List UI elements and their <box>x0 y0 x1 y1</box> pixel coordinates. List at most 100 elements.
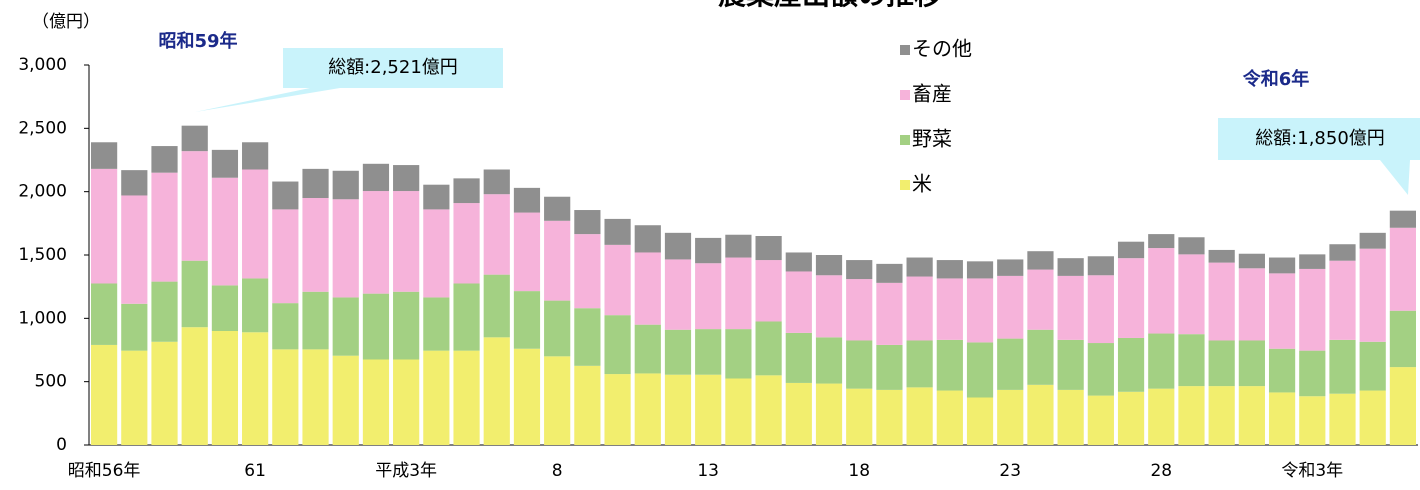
bar-segment <box>664 374 692 445</box>
bar-segment <box>604 374 631 445</box>
bar-segment <box>332 199 359 298</box>
bar-segment <box>423 297 450 351</box>
bar-segment <box>362 191 390 294</box>
bar-segment <box>755 260 782 322</box>
bar-segment <box>695 263 722 330</box>
bar-segment <box>332 355 359 445</box>
bar-segment <box>574 210 601 235</box>
bar-segment <box>876 344 903 390</box>
bar-segment <box>302 198 329 292</box>
bar-segment <box>483 337 510 445</box>
bar-segment <box>1329 393 1356 445</box>
bar-segment <box>695 374 722 445</box>
bar-segment <box>362 293 390 360</box>
bar-segment <box>1389 210 1416 228</box>
bar-segment <box>906 257 933 277</box>
bar-segment <box>876 282 903 345</box>
bar-segment <box>1087 256 1114 276</box>
bar-segment <box>121 350 148 445</box>
bar-segment <box>815 383 843 445</box>
bar-segment <box>1238 386 1265 445</box>
bar-segment <box>1299 396 1326 445</box>
bar-segment <box>483 274 510 338</box>
bar-segment <box>1148 248 1175 334</box>
bar-segment <box>181 125 208 152</box>
bar-segment <box>211 285 239 331</box>
bar-segment <box>1117 241 1145 259</box>
bar-segment <box>453 283 480 351</box>
bar-segment <box>876 263 903 283</box>
y-tick-label: 1,000 <box>18 308 67 328</box>
bar-segment <box>91 142 118 169</box>
bar-segment <box>634 225 661 253</box>
bar-segment <box>604 315 631 375</box>
bar-segment <box>393 191 420 292</box>
bar-segment <box>121 303 148 351</box>
bar-segment <box>634 324 661 374</box>
bar-segment <box>755 321 782 376</box>
bar-segment <box>906 340 933 388</box>
bar-segment <box>272 209 299 304</box>
callout-box <box>1218 118 1420 195</box>
bar-segment <box>211 331 239 445</box>
y-tick-label: 0 <box>56 435 67 455</box>
bar-segment <box>181 327 208 445</box>
bar-segment <box>1359 390 1386 445</box>
bar-segment <box>604 244 631 316</box>
bar-segment <box>966 278 994 343</box>
x-tick-label: 8 <box>552 461 563 481</box>
bar-segment <box>393 165 420 192</box>
bar-segment <box>574 234 601 309</box>
bar-segment <box>1057 275 1084 340</box>
bar-segment <box>966 342 994 398</box>
bar-segment <box>785 271 812 333</box>
y-axis-label: （億円） <box>32 12 100 32</box>
bar-segment <box>453 350 480 445</box>
x-tick-label: 28 <box>1150 461 1172 481</box>
bar-segment <box>483 169 510 195</box>
bar-segment <box>1208 386 1235 445</box>
bar-segment <box>272 303 299 350</box>
bar-segment <box>513 291 541 349</box>
bar-segment <box>966 397 994 445</box>
bar-segment <box>151 172 178 282</box>
annotation: 総額:2,521億円 <box>328 57 458 78</box>
bar-segment <box>1027 384 1054 445</box>
bar-segment <box>634 252 661 325</box>
x-tick-label: 61 <box>244 461 266 481</box>
bar-segment <box>725 329 752 379</box>
bar-segment <box>634 373 661 445</box>
bar-segment <box>1268 273 1296 349</box>
bar-segment <box>1329 244 1356 261</box>
x-tick-label: 18 <box>848 461 870 481</box>
bar-segment <box>755 236 782 261</box>
bar-segment <box>302 168 329 198</box>
bar-segment <box>393 291 420 360</box>
annotation: 令和6年 <box>1242 68 1310 90</box>
bar-segment <box>846 388 873 445</box>
bar-segment <box>151 146 178 173</box>
bar-segment <box>181 260 208 328</box>
bar-segment <box>785 382 812 445</box>
bar-segment <box>483 194 510 275</box>
bar-segment <box>1208 340 1235 387</box>
bar-segment <box>936 260 963 279</box>
bar-segment <box>936 278 963 340</box>
chart-title: 農業産出額の推移 <box>718 0 942 11</box>
x-tick-label: 昭和56年 <box>68 461 141 481</box>
bar-segment <box>664 329 692 375</box>
bar-segment <box>362 359 390 445</box>
y-tick-label: 3,000 <box>18 55 67 75</box>
bar-segment <box>423 350 450 445</box>
bar-segment <box>695 329 722 375</box>
legend-marker <box>900 135 910 145</box>
y-tick-label: 2,500 <box>18 118 67 138</box>
bar-segment <box>785 332 812 383</box>
bar-segment <box>1329 339 1356 394</box>
bar-segment <box>1027 251 1054 270</box>
bar-segment <box>513 187 541 213</box>
bar-segment <box>242 332 269 445</box>
bar-segment <box>906 387 933 445</box>
bar-segment <box>725 257 752 330</box>
